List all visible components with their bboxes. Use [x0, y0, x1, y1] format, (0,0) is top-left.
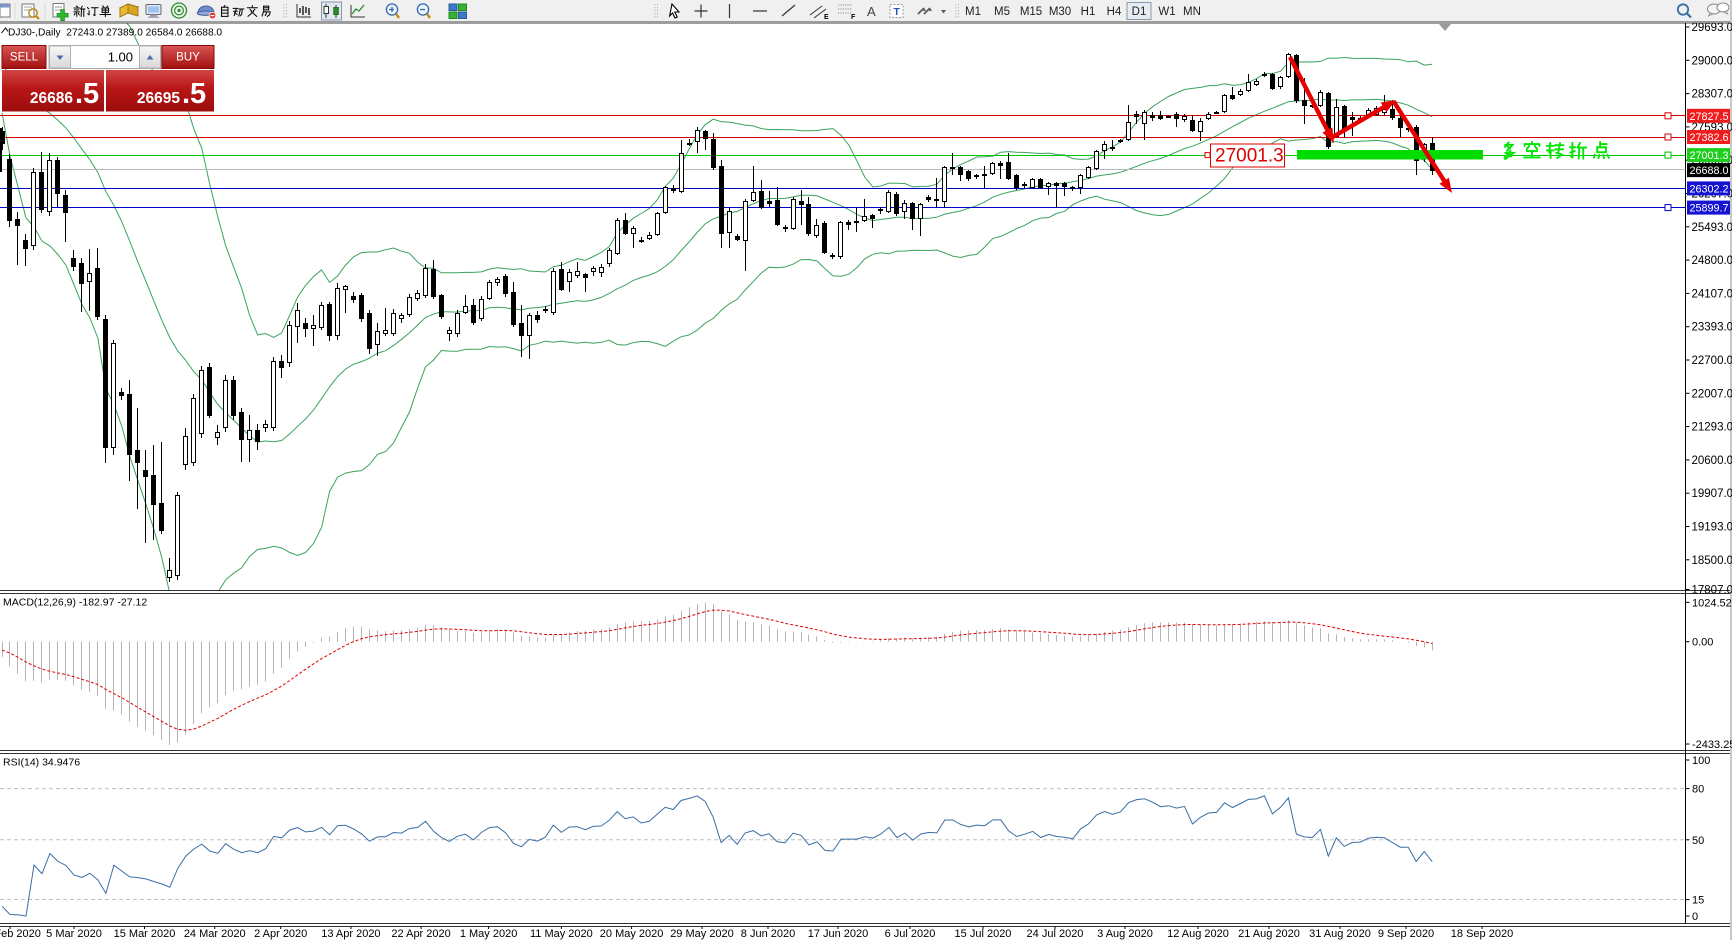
svg-text:28307.0: 28307.0: [1692, 89, 1732, 101]
svg-text:22700.0: 22700.0: [1692, 355, 1732, 367]
svg-text:24107.0: 24107.0: [1692, 288, 1732, 300]
svg-text:M15: M15: [1020, 6, 1042, 18]
svg-text:26686: 26686: [30, 90, 73, 107]
svg-text:24800.0: 24800.0: [1692, 255, 1732, 267]
svg-text:50: 50: [1692, 835, 1704, 847]
svg-text:.5: .5: [75, 78, 99, 110]
svg-text:D1: D1: [1132, 6, 1147, 18]
svg-text:22 Apr 2020: 22 Apr 2020: [391, 928, 450, 940]
svg-text:M1: M1: [965, 6, 981, 18]
svg-text:31 Aug 2020: 31 Aug 2020: [1309, 928, 1371, 940]
svg-text:27827.5: 27827.5: [1690, 111, 1729, 123]
svg-text:20 May 2020: 20 May 2020: [600, 928, 664, 940]
svg-text:15 Mar 2020: 15 Mar 2020: [114, 928, 176, 940]
svg-text:9 Sep 2020: 9 Sep 2020: [1378, 928, 1434, 940]
svg-text:21293.0: 21293.0: [1692, 422, 1732, 434]
svg-text:1024.52: 1024.52: [1692, 597, 1732, 609]
svg-text:MN: MN: [1183, 6, 1201, 18]
svg-text:26695: 26695: [137, 90, 180, 107]
svg-text:18500.0: 18500.0: [1692, 555, 1732, 567]
svg-text:A: A: [867, 4, 876, 19]
svg-text:T: T: [894, 6, 901, 18]
svg-text:W1: W1: [1158, 6, 1175, 18]
svg-text:6 Jul 2020: 6 Jul 2020: [885, 928, 936, 940]
svg-text:.5: .5: [182, 78, 206, 110]
svg-text:8 Jun 2020: 8 Jun 2020: [741, 928, 795, 940]
svg-text:17807.0: 17807.0: [1692, 585, 1732, 597]
svg-text:25493.0: 25493.0: [1692, 222, 1732, 234]
svg-text:1.00: 1.00: [108, 50, 133, 65]
svg-text:27001.3: 27001.3: [1690, 150, 1729, 162]
svg-text:H4: H4: [1107, 6, 1122, 18]
svg-text:19907.0: 19907.0: [1692, 488, 1732, 500]
svg-text:13 Apr 2020: 13 Apr 2020: [321, 928, 380, 940]
svg-text:DJ30-,Daily 27243.0 27389.0 2: DJ30-,Daily 27243.0 27389.0 26584.0 2668…: [8, 28, 222, 39]
svg-text:-2433.25: -2433.25: [1692, 739, 1732, 751]
svg-text:1 May 2020: 1 May 2020: [460, 928, 517, 940]
svg-text:0: 0: [1692, 911, 1698, 923]
svg-text:E: E: [824, 14, 829, 21]
svg-text:80: 80: [1692, 784, 1704, 796]
svg-text:21 Aug 2020: 21 Aug 2020: [1238, 928, 1300, 940]
svg-text:M5: M5: [994, 6, 1010, 18]
svg-text:29 May 2020: 29 May 2020: [670, 928, 734, 940]
svg-text:26302.2: 26302.2: [1690, 183, 1729, 195]
svg-text:15: 15: [1692, 895, 1704, 907]
svg-text:2 Apr 2020: 2 Apr 2020: [254, 928, 307, 940]
svg-text:12 Aug 2020: 12 Aug 2020: [1167, 928, 1229, 940]
svg-text:100: 100: [1692, 755, 1710, 767]
svg-text:18 Sep 2020: 18 Sep 2020: [1451, 928, 1513, 940]
svg-text:23393.0: 23393.0: [1692, 322, 1732, 334]
svg-text:0.00: 0.00: [1692, 637, 1713, 649]
svg-text:SELL: SELL: [10, 52, 39, 64]
svg-text:17 Jun 2020: 17 Jun 2020: [808, 928, 869, 940]
svg-text:M30: M30: [1049, 6, 1071, 18]
svg-text:27382.6: 27382.6: [1690, 132, 1729, 144]
svg-text:29693.0: 29693.0: [1692, 22, 1732, 34]
svg-text:15 Jul 2020: 15 Jul 2020: [955, 928, 1012, 940]
svg-text:MACD(12,26,9) -182.97 -27.12: MACD(12,26,9) -182.97 -27.12: [3, 597, 147, 609]
svg-text:19193.0: 19193.0: [1692, 522, 1732, 534]
svg-text:22007.0: 22007.0: [1692, 388, 1732, 400]
svg-text:24 Jul 2020: 24 Jul 2020: [1027, 928, 1084, 940]
svg-text:H1: H1: [1081, 6, 1096, 18]
svg-text:27001.3: 27001.3: [1215, 146, 1284, 167]
svg-text:5 Mar 2020: 5 Mar 2020: [46, 928, 102, 940]
svg-text:11 May 2020: 11 May 2020: [530, 928, 593, 940]
svg-text:BUY: BUY: [176, 52, 200, 64]
svg-text:RSI(14) 34.9476: RSI(14) 34.9476: [3, 757, 80, 769]
svg-text:25899.7: 25899.7: [1690, 203, 1729, 215]
svg-text:29000.0: 29000.0: [1692, 55, 1732, 67]
svg-text:3 Aug 2020: 3 Aug 2020: [1097, 928, 1153, 940]
svg-text:26688.0: 26688.0: [1690, 165, 1729, 177]
svg-text:20600.0: 20600.0: [1692, 455, 1732, 467]
svg-text:F: F: [851, 14, 856, 21]
svg-text:25 Feb 2020: 25 Feb 2020: [0, 928, 41, 940]
svg-text:24 Mar 2020: 24 Mar 2020: [184, 928, 246, 940]
